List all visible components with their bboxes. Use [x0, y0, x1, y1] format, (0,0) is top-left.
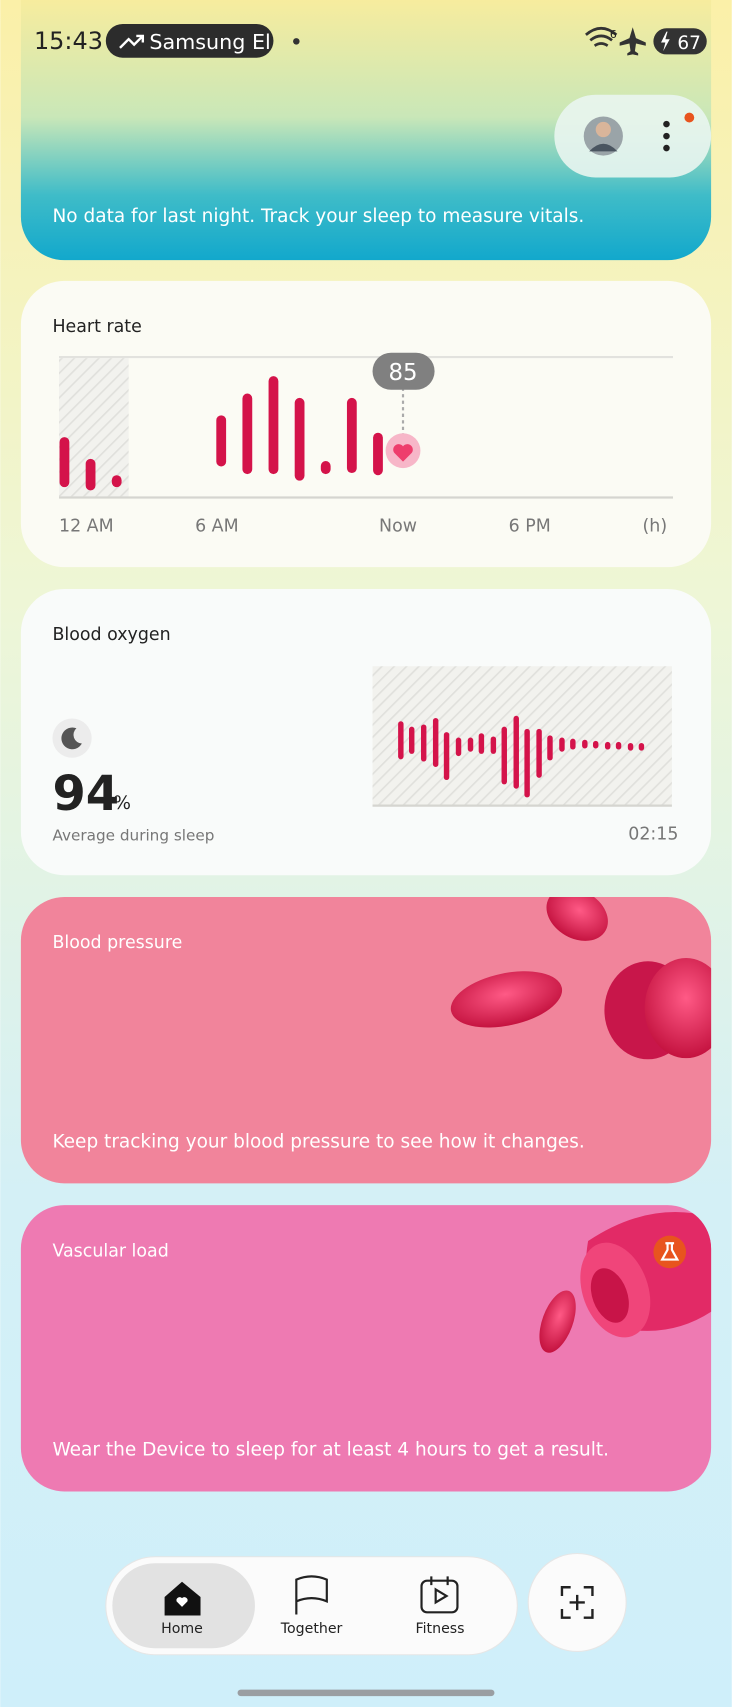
- wifi-badge: 6: [610, 28, 617, 41]
- home-heart: [176, 1597, 188, 1607]
- home-indicator: [237, 1689, 495, 1697]
- sleep-card[interactable]: [20, 0, 712, 261]
- fitness-icon-detail: [430, 1576, 449, 1605]
- axis-label: 12 AM: [59, 516, 114, 536]
- lab-badge: [653, 1235, 687, 1269]
- vascular-load-card[interactable]: [20, 1205, 712, 1492]
- avatar-face: [595, 121, 611, 138]
- airplane-icon: [619, 27, 646, 56]
- notification-dot: [684, 112, 695, 123]
- moon-icon: [61, 727, 82, 750]
- blood-pressure-message: Keep tracking your blood pressure to see…: [52, 1131, 584, 1152]
- flask-icon: [660, 1242, 680, 1261]
- together-icon[interactable]: [295, 1575, 328, 1615]
- nav-label[interactable]: Together: [280, 1621, 343, 1637]
- blood-cells: [450, 897, 712, 1060]
- charge-icon: [661, 31, 670, 52]
- battery-icon: [653, 28, 707, 55]
- spo2-value: 94: [52, 767, 119, 822]
- notification-text: Samsung El: [149, 30, 270, 54]
- spo2-duration: 02:15: [628, 824, 678, 844]
- current-heart-rate: 85: [388, 360, 417, 386]
- heart-rate-title: Heart rate: [52, 317, 141, 337]
- add-icon: [560, 1586, 594, 1619]
- nav-label: Home: [161, 1621, 203, 1637]
- dot: [293, 38, 300, 45]
- blood-pressure-title: Blood pressure: [52, 933, 182, 953]
- status-time: 15:43: [34, 27, 103, 55]
- fitness-icon[interactable]: [420, 1579, 459, 1614]
- battery-level: 67: [677, 33, 701, 54]
- axis-label: 6 PM: [509, 516, 551, 536]
- spo2-waveform: [398, 715, 645, 798]
- spo2-caption: Average during sleep: [52, 826, 214, 844]
- blood-pressure-card[interactable]: [20, 897, 712, 1184]
- blood-oxygen-title: Blood oxygen: [52, 625, 170, 645]
- sleep-message: No data for last night. Track your sleep…: [52, 206, 584, 227]
- vascular-load-message: Wear the Device to sleep for at least 4 …: [52, 1440, 609, 1461]
- vessel-illustration: [539, 1212, 712, 1353]
- avatar-body: [589, 143, 618, 152]
- vascular-load-title: Vascular load: [52, 1241, 168, 1261]
- spo2-chart-area: [372, 666, 672, 805]
- profile-pill: [554, 94, 712, 178]
- heart-rate-card[interactable]: [20, 280, 712, 568]
- spo2-unit: %: [113, 793, 131, 814]
- axis-label: (h): [643, 516, 668, 536]
- nav-label[interactable]: Fitness: [416, 1621, 465, 1637]
- axis-label: Now: [379, 516, 417, 536]
- current-value-bubble: [372, 352, 435, 390]
- more-menu[interactable]: [663, 120, 670, 152]
- wifi-icon: [585, 26, 618, 47]
- trend-icon: [119, 34, 145, 49]
- heart-icon: [393, 444, 413, 462]
- axis-label: 6 AM: [195, 516, 239, 536]
- notification-chip[interactable]: [105, 23, 274, 58]
- heart-rate-bars: [59, 376, 383, 491]
